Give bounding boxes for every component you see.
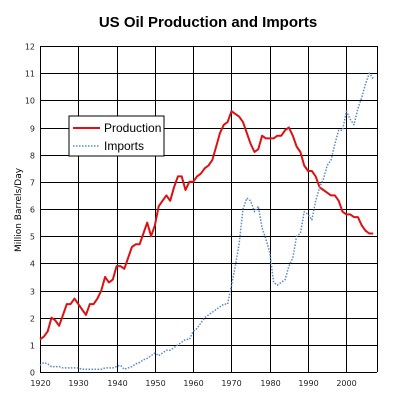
y-tick-label: 1 [30, 342, 35, 351]
chart-title: US Oil Production and Imports [99, 14, 317, 31]
x-tick-label: 1930 [68, 379, 88, 388]
series-layer [39, 72, 374, 371]
x-tick-label: 1980 [260, 379, 280, 388]
x-axis-ticks: 1920 1930 1940 1950 1960 1970 1980 1990 2000 [30, 379, 356, 388]
legend: Production Imports [68, 115, 165, 157]
y-tick-label: 7 [30, 179, 35, 188]
x-tick-label: 1940 [107, 379, 127, 388]
y-axis-label: Million Barrels/Day [14, 167, 24, 252]
y-tick-label: 10 [25, 97, 35, 106]
y-tick-label: 9 [30, 125, 35, 134]
x-tick-label: 1950 [145, 379, 165, 388]
y-tick-label: 2 [30, 315, 35, 324]
series-line-production [39, 110, 374, 341]
legend-imports-label: Imports [104, 139, 144, 153]
x-tick-label: 1990 [298, 379, 318, 388]
y-tick-label: 11 [25, 70, 35, 79]
y-tick-label: 3 [30, 288, 35, 297]
x-tick-label: 2000 [336, 379, 356, 388]
y-tick-label: 4 [30, 260, 35, 269]
y-tick-label: 5 [30, 233, 35, 242]
y-tick-label: 12 [25, 43, 35, 52]
y-tick-label: 8 [30, 152, 35, 161]
legend-box [68, 115, 165, 157]
x-tick-label: 1920 [30, 379, 50, 388]
series-line-imports [39, 72, 374, 371]
legend-production-label: Production [104, 121, 161, 135]
grid [40, 46, 378, 373]
x-tick-label: 1970 [221, 379, 241, 388]
x-tick-label: 1960 [183, 379, 203, 388]
y-tick-label: 6 [30, 206, 35, 215]
y-tick-label: 0 [30, 369, 35, 378]
